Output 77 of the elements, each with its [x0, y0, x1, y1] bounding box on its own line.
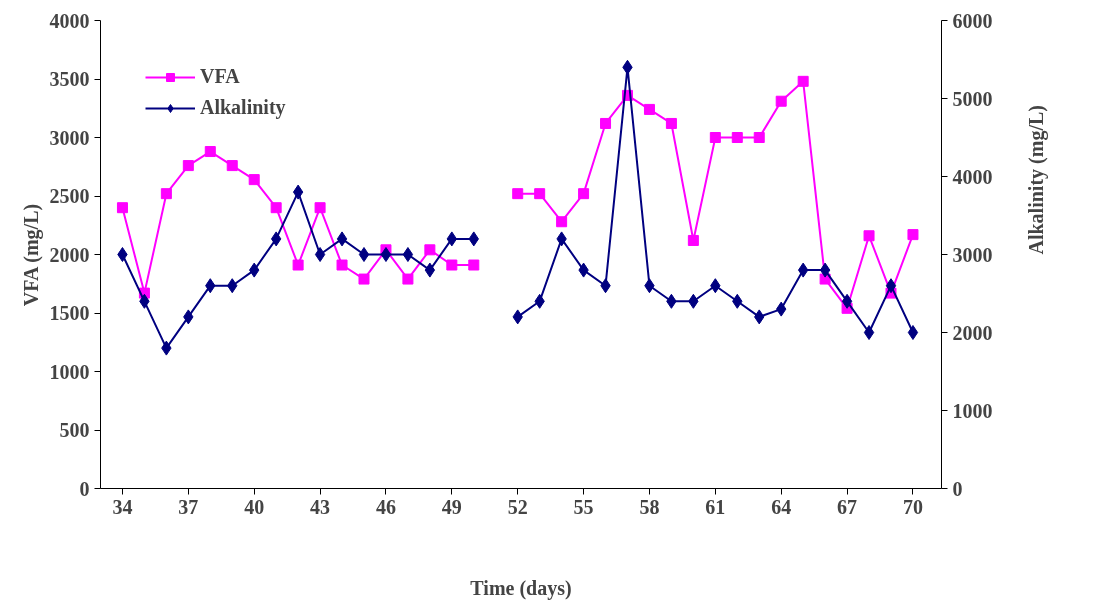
point: [556, 216, 568, 228]
x-tick-label: 70: [902, 495, 923, 518]
y2-tick-label: 4000: [952, 165, 993, 188]
x-tick-label: 43: [310, 495, 331, 518]
x-tick-label: 67: [837, 495, 858, 518]
point: [424, 244, 436, 256]
y-tick-label: 3500: [49, 68, 90, 90]
point: [863, 325, 875, 340]
y2-tick-label: 2000: [952, 321, 993, 344]
point: [709, 132, 721, 143]
y2-tick-label: 0: [952, 477, 963, 500]
point: [336, 259, 348, 271]
y-tick-label: 1500: [49, 302, 90, 324]
point: [907, 229, 919, 241]
point: [358, 273, 370, 285]
y2-tick-label: 5000: [952, 87, 993, 110]
x-tick-label: 40: [244, 495, 265, 518]
point: [468, 259, 480, 271]
point: [226, 160, 238, 172]
point: [665, 117, 677, 129]
point: [907, 325, 919, 340]
point: [534, 188, 546, 200]
legend-label: VFA: [200, 65, 240, 88]
x-tick-label: 64: [771, 495, 792, 518]
y-tick-label: 1000: [49, 360, 90, 383]
point: [358, 247, 370, 262]
point: [424, 262, 436, 278]
point: [687, 234, 699, 246]
y2-tick-label: 1000: [952, 399, 993, 422]
point: [819, 262, 831, 278]
point: [270, 202, 282, 214]
y-tick-label: 3000: [49, 126, 90, 149]
x-axis-title: Time (days): [470, 576, 572, 600]
point: [292, 184, 304, 200]
point: [314, 247, 326, 262]
point: [116, 202, 128, 214]
x-tick-label: 37: [178, 495, 199, 518]
x-tick-label: 55: [573, 495, 594, 518]
y-tick-label: 500: [59, 419, 90, 441]
point: [248, 174, 260, 186]
point: [204, 146, 216, 158]
point: [643, 103, 655, 115]
point: [841, 293, 853, 309]
y-axis-title: VFA (mg/L): [19, 203, 43, 307]
point: [512, 188, 524, 200]
point: [885, 278, 897, 294]
x-tick-label: 34: [112, 495, 133, 518]
x-tick-label: 46: [375, 495, 396, 518]
point: [402, 247, 414, 262]
y2-tick-label: 3000: [952, 243, 993, 266]
legend-label: Alkalinity: [200, 96, 286, 119]
point: [600, 117, 612, 129]
point: [797, 75, 809, 87]
point: [160, 188, 172, 200]
x-tick-label: 61: [705, 495, 726, 518]
point: [578, 188, 590, 200]
point: [182, 160, 194, 172]
point: [863, 230, 875, 242]
y-tick-label: 4000: [49, 9, 90, 32]
y-tick-label: 2500: [49, 185, 90, 207]
point: [775, 95, 787, 107]
y-tick-label: 2000: [49, 243, 90, 266]
point: [446, 259, 458, 271]
x-tick-label: 58: [639, 495, 660, 518]
y2-tick-label: 6000: [952, 9, 993, 32]
point: [753, 132, 765, 143]
point: [402, 273, 414, 285]
point: [117, 247, 128, 262]
point: [336, 231, 348, 247]
x-tick-label: 52: [507, 495, 528, 518]
x-tick-label: 49: [441, 495, 462, 518]
y-tick-label: 0: [79, 477, 90, 500]
point: [731, 132, 743, 143]
point: [314, 202, 326, 214]
y2-axis-title: Alkalinity (mg/L): [1024, 105, 1048, 255]
point: [292, 259, 304, 271]
point: [380, 247, 392, 262]
